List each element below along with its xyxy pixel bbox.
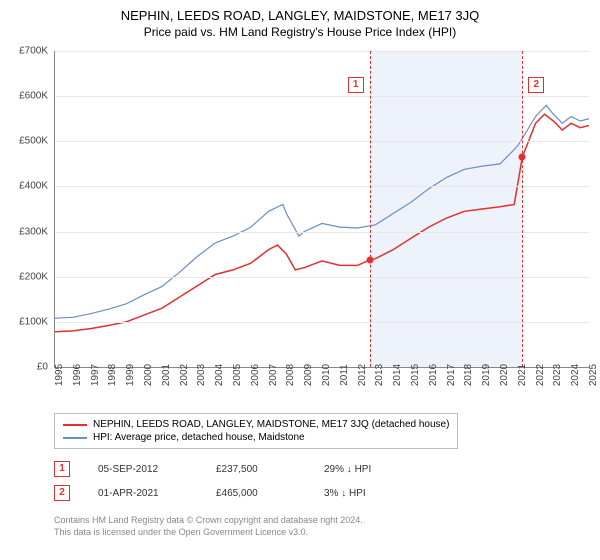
- y-axis-label: £600K: [19, 91, 48, 102]
- x-axis-label: 2002: [179, 364, 190, 386]
- x-axis-label: 2008: [285, 364, 296, 386]
- x-axis-label: 2014: [392, 364, 403, 386]
- footer-attribution: Contains HM Land Registry data © Crown c…: [54, 515, 592, 538]
- event-marker: 2: [528, 77, 544, 93]
- x-axis-label: 1999: [125, 364, 136, 386]
- chart-subtitle: Price paid vs. HM Land Registry's House …: [8, 25, 592, 39]
- legend-box: NEPHIN, LEEDS ROAD, LANGLEY, MAIDSTONE, …: [54, 413, 458, 449]
- x-axis-label: 2006: [250, 364, 261, 386]
- event-dot: [366, 256, 373, 263]
- y-axis-label: £400K: [19, 181, 48, 192]
- y-axis-label: £700K: [19, 46, 48, 57]
- chart-container: NEPHIN, LEEDS ROAD, LANGLEY, MAIDSTONE, …: [8, 8, 592, 538]
- x-axis-label: 1998: [107, 364, 118, 386]
- y-axis-label: £500K: [19, 136, 48, 147]
- x-axis-label: 2010: [321, 364, 332, 386]
- legend-item: HPI: Average price, detached house, Maid…: [63, 431, 449, 444]
- event-dot: [519, 154, 526, 161]
- x-axis-label: 2012: [357, 364, 368, 386]
- x-axis-label: 2001: [161, 364, 172, 386]
- x-axis-label: 2019: [481, 364, 492, 386]
- event-row: 105-SEP-2012£237,50029% ↓ HPI: [54, 457, 592, 481]
- legend-item: NEPHIN, LEEDS ROAD, LANGLEY, MAIDSTONE, …: [63, 418, 449, 431]
- x-axis-label: 1995: [54, 364, 65, 386]
- chart-title: NEPHIN, LEEDS ROAD, LANGLEY, MAIDSTONE, …: [8, 8, 592, 23]
- event-table: 105-SEP-2012£237,50029% ↓ HPI201-APR-202…: [54, 457, 592, 505]
- x-axis-label: 2011: [339, 364, 350, 386]
- event-row: 201-APR-2021£465,0003% ↓ HPI: [54, 481, 592, 505]
- footer-line-1: Contains HM Land Registry data © Crown c…: [54, 515, 592, 527]
- x-axis-label: 2024: [570, 364, 581, 386]
- plot-region: 12: [54, 51, 589, 368]
- x-axis-label: 2003: [196, 364, 207, 386]
- x-axis-label: 1997: [90, 364, 101, 386]
- x-axis-label: 2013: [374, 364, 385, 386]
- y-axis-label: £100K: [19, 316, 48, 327]
- plot-area: 12 £0£100K£200K£300K£400K£500K£600K£700K…: [8, 47, 592, 407]
- event-marker: 1: [348, 77, 364, 93]
- x-axis-label: 2015: [410, 364, 421, 386]
- y-axis-label: £200K: [19, 271, 48, 282]
- x-axis-label: 2007: [268, 364, 279, 386]
- x-axis-label: 2000: [143, 364, 154, 386]
- x-axis-label: 2022: [535, 364, 546, 386]
- line-svg: [55, 51, 589, 367]
- x-axis-label: 2016: [428, 364, 439, 386]
- y-axis-label: £300K: [19, 226, 48, 237]
- x-axis-label: 2018: [463, 364, 474, 386]
- footer-line-2: This data is licensed under the Open Gov…: [54, 527, 592, 539]
- x-axis-label: 2025: [588, 364, 599, 386]
- x-axis-label: 2005: [232, 364, 243, 386]
- x-axis-label: 2017: [446, 364, 457, 386]
- x-axis-label: 2021: [517, 364, 528, 386]
- x-axis-label: 2004: [214, 364, 225, 386]
- x-axis-label: 2009: [303, 364, 314, 386]
- x-axis-label: 1996: [72, 364, 83, 386]
- y-axis-label: £0: [37, 362, 48, 373]
- x-axis-label: 2023: [552, 364, 563, 386]
- x-axis-label: 2020: [499, 364, 510, 386]
